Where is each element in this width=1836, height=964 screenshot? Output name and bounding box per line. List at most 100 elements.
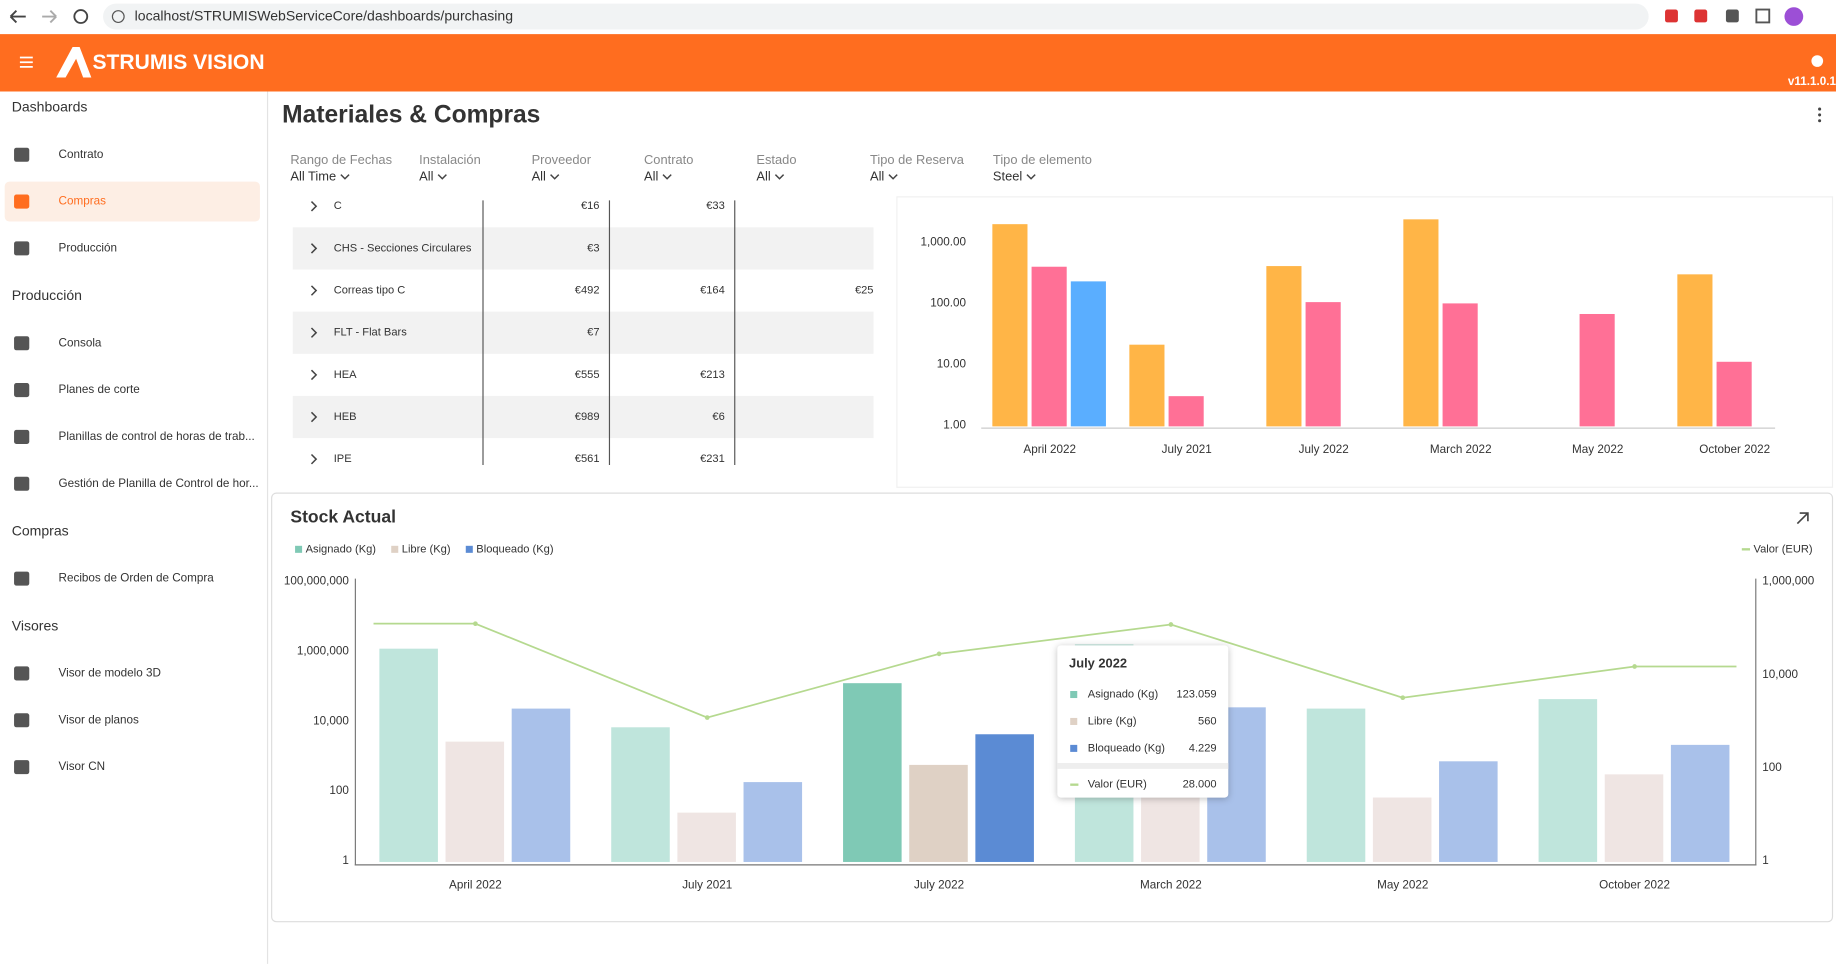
cell: €231 [700,453,725,465]
url: localhost/STRUMISWebServiceCore/dashboar… [135,7,513,23]
bar [1677,274,1713,427]
row-name: IPE [334,453,352,465]
user-icon[interactable] [1811,55,1824,67]
reload-button[interactable] [73,9,89,24]
tooltip-label: Libre (Kg) [1088,715,1137,727]
stock-title: Stock Actual [290,506,396,526]
nav-item[interactable]: Planillas de control de horas de trab... [59,430,255,443]
nav-item[interactable]: Compras [59,195,107,208]
expand-button[interactable] [1796,512,1809,525]
row-expander[interactable] [310,369,318,381]
forward-button[interactable] [42,10,57,24]
row-expander[interactable] [310,201,318,212]
profile[interactable] [1784,7,1804,26]
nav-item[interactable]: Visor de modelo 3D [59,667,161,680]
legend-label[interactable]: Asignado (Kg) [306,543,377,555]
row-name: FLT - Flat Bars [334,327,407,339]
site-info [111,10,125,23]
legend-swatch [295,545,303,553]
x-tick-label: October 2022 [1599,878,1670,891]
bar [1305,302,1341,427]
more-menu[interactable] [1818,107,1822,123]
filter-value[interactable]: All [419,168,433,183]
back-button[interactable] [9,10,26,24]
filter-chevron[interactable] [437,174,447,180]
filter-chevron[interactable] [888,174,898,180]
legend-swatch [465,545,473,553]
nav-item[interactable]: Recibos de Orden de Compra [59,572,215,585]
filter-chevron[interactable] [662,174,672,180]
line-point [1168,622,1174,627]
stock-panel [271,492,1834,923]
bar [1129,344,1165,427]
cell: €3 [587,242,599,254]
filter-label: Instalación [419,152,481,167]
row-stripe [292,311,874,354]
nav-icon [14,336,30,351]
tooltip-swatch [1070,717,1078,725]
bar [1306,708,1366,862]
filter-label: Tipo de elemento [993,152,1092,167]
filter-chevron[interactable] [1026,174,1036,180]
top-chart: 1.00 10.00 100.00 1,000.00 April 2022 July 20… [921,219,1776,456]
nav-icon [14,571,30,586]
nav-item[interactable]: Visor de planos [59,713,140,726]
bar [1403,219,1439,427]
y-tick-label: 10,000 [313,714,349,727]
filter-value[interactable]: All [644,168,658,183]
filter-value[interactable]: All [756,168,770,183]
sidebar-toggle[interactable] [1755,8,1771,24]
bar [909,764,968,862]
x-tick-label: March 2022 [1140,878,1202,891]
nav-item[interactable]: Contrato [59,148,104,161]
nav-item[interactable]: Producción [59,241,117,254]
bar [1168,396,1204,427]
x-tick-label: July 2022 [1299,443,1349,456]
filter-value[interactable]: All [870,168,884,183]
nav-icon [14,194,30,209]
filter-chevron[interactable] [550,174,560,180]
row-stripe [292,395,874,439]
filter-chevron[interactable] [774,174,785,180]
row-expander[interactable] [310,327,318,338]
filter-value[interactable]: Steel [993,168,1022,183]
legend-label[interactable]: Libre (Kg) [402,543,451,555]
row-name: Correas tipo C [334,284,406,296]
ext-icon[interactable] [1725,9,1739,23]
filter-value[interactable]: All [532,168,546,183]
bar [677,812,736,862]
bar [1372,797,1432,862]
y-tick-label: 1 [342,854,349,867]
nav-item[interactable]: Visor CN [59,760,106,773]
nav-item[interactable]: Consola [59,336,102,349]
address-bar[interactable] [103,3,1649,30]
x-tick-label: May 2022 [1572,443,1623,456]
y-tick-label: 1,000,000 [1762,575,1814,588]
bar [1716,361,1752,427]
version: v11.1.0.1 [1788,75,1836,88]
bar [1604,774,1664,862]
y-tick-label: 10.00 [937,357,967,370]
nav-item[interactable]: Planes de corte [59,383,140,396]
row-expander[interactable] [310,243,318,254]
filter-chevron[interactable] [340,174,350,180]
bar [379,648,438,862]
stock-chart: Asignado (Kg) Libre (Kg) Bloqueado (Kg) Val… [284,543,1815,891]
row-expander[interactable] [310,453,318,465]
nav-item[interactable]: Gestión de Planilla de Control de hor... [59,477,259,490]
ext-icon[interactable] [1665,9,1678,23]
legend-label[interactable]: Bloqueado (Kg) [476,543,554,555]
table: C €16 €33 CHS - Secciones Circulares €3 Corre… [292,200,874,465]
filter-value[interactable]: All Time [290,168,336,183]
row-expander[interactable] [310,285,318,296]
legend-label[interactable]: Valor (EUR) [1754,543,1813,555]
section-title: Compras [12,522,69,538]
section-title: Visores [12,617,59,633]
menu-button[interactable] [19,56,33,68]
row-expander[interactable] [310,411,318,423]
ext-icon[interactable] [1694,9,1708,23]
active-highlight [4,181,260,222]
cell: €33 [706,200,725,212]
bar [975,734,1034,862]
